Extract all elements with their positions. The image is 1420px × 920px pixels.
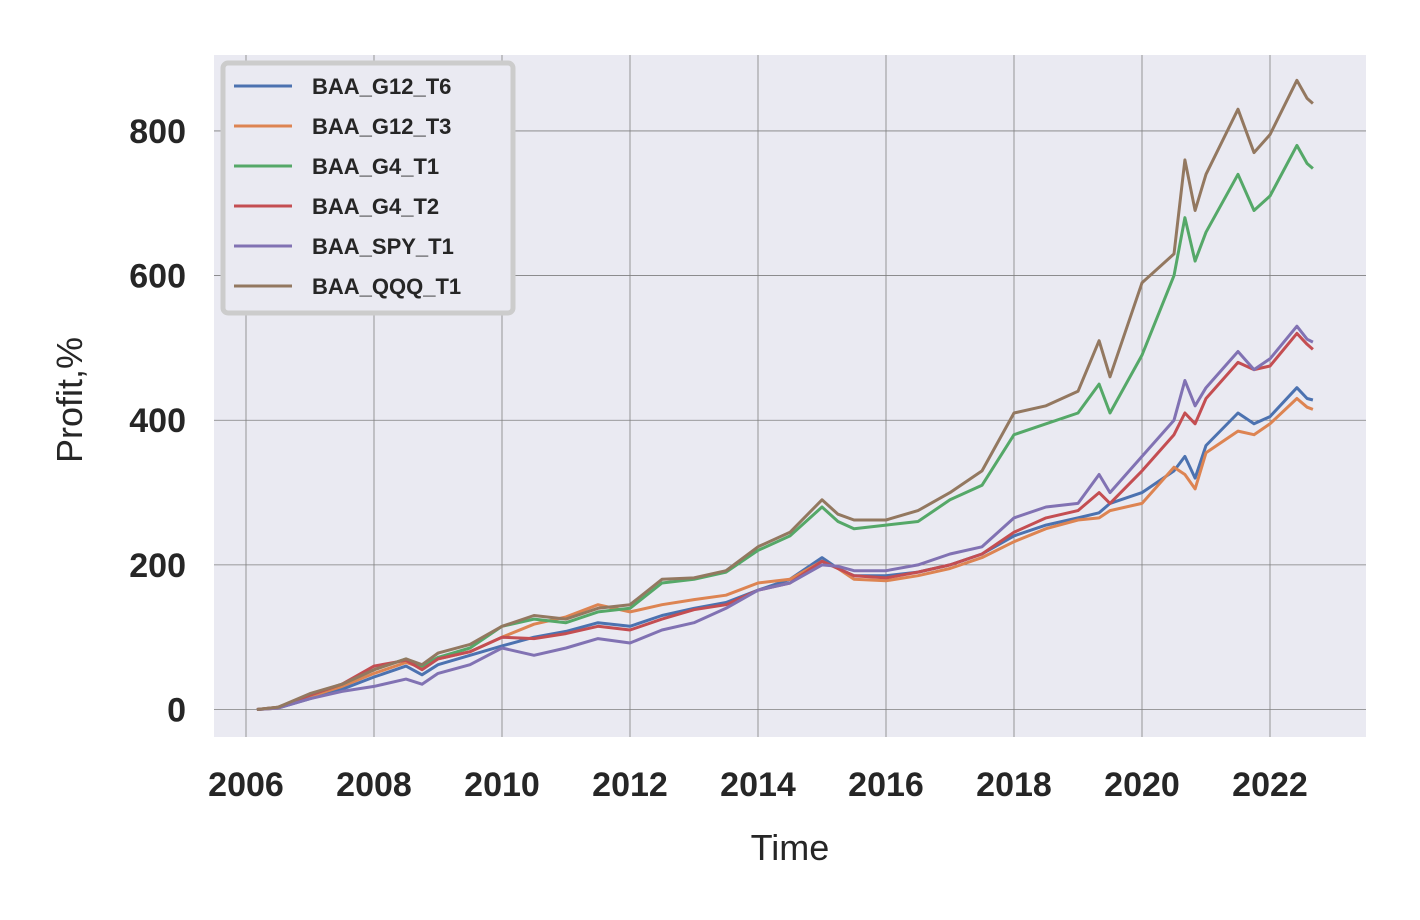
series-line-baa-g4-t1 bbox=[256, 143, 1314, 711]
legend-label: BAA_SPY_T1 bbox=[312, 234, 454, 259]
legend-label: BAA_QQQ_T1 bbox=[312, 274, 461, 299]
legend-label: BAA_G4_T1 bbox=[312, 154, 439, 179]
series-line-baa-spy-t1 bbox=[256, 324, 1314, 711]
x-tick-label: 2006 bbox=[208, 766, 284, 804]
series-lines bbox=[256, 78, 1314, 711]
series-line-baa-qqq-t1 bbox=[256, 78, 1314, 711]
y-tick-label: 800 bbox=[129, 113, 186, 151]
y-tick-label: 600 bbox=[129, 258, 186, 296]
y-tick-labels: 0 200 400 600 800 bbox=[129, 113, 186, 730]
x-tick-label: 2014 bbox=[720, 766, 796, 804]
legend-label: BAA_G12_T6 bbox=[312, 74, 451, 99]
x-tick-label: 2012 bbox=[592, 766, 668, 804]
y-tick-label: 400 bbox=[129, 402, 186, 440]
legend-box bbox=[220, 60, 516, 316]
series-line-baa-g4-t2 bbox=[256, 331, 1314, 711]
y-tick-label: 0 bbox=[167, 692, 186, 730]
x-tick-label: 2008 bbox=[336, 766, 412, 804]
x-tick-labels: 2006 2008 2010 2012 2014 2016 2018 2020 2022 bbox=[208, 766, 1308, 804]
x-tick-label: 2022 bbox=[1232, 766, 1308, 804]
legend-label: BAA_G4_T2 bbox=[312, 194, 439, 219]
y-tick-label: 200 bbox=[129, 547, 186, 585]
x-tick-label: 2018 bbox=[976, 766, 1052, 804]
y-axis-label: Profit,% bbox=[49, 337, 90, 463]
x-tick-label: 2010 bbox=[464, 766, 540, 804]
x-tick-label: 2016 bbox=[848, 766, 924, 804]
x-axis-label: Time bbox=[751, 827, 830, 868]
x-tick-label: 2020 bbox=[1104, 766, 1180, 804]
legend-label: BAA_G12_T3 bbox=[312, 114, 451, 139]
legend: BAA_G12_T6 BAA_G12_T3 BAA_G4_T1 BAA_G4_T2 BA… bbox=[220, 60, 516, 316]
